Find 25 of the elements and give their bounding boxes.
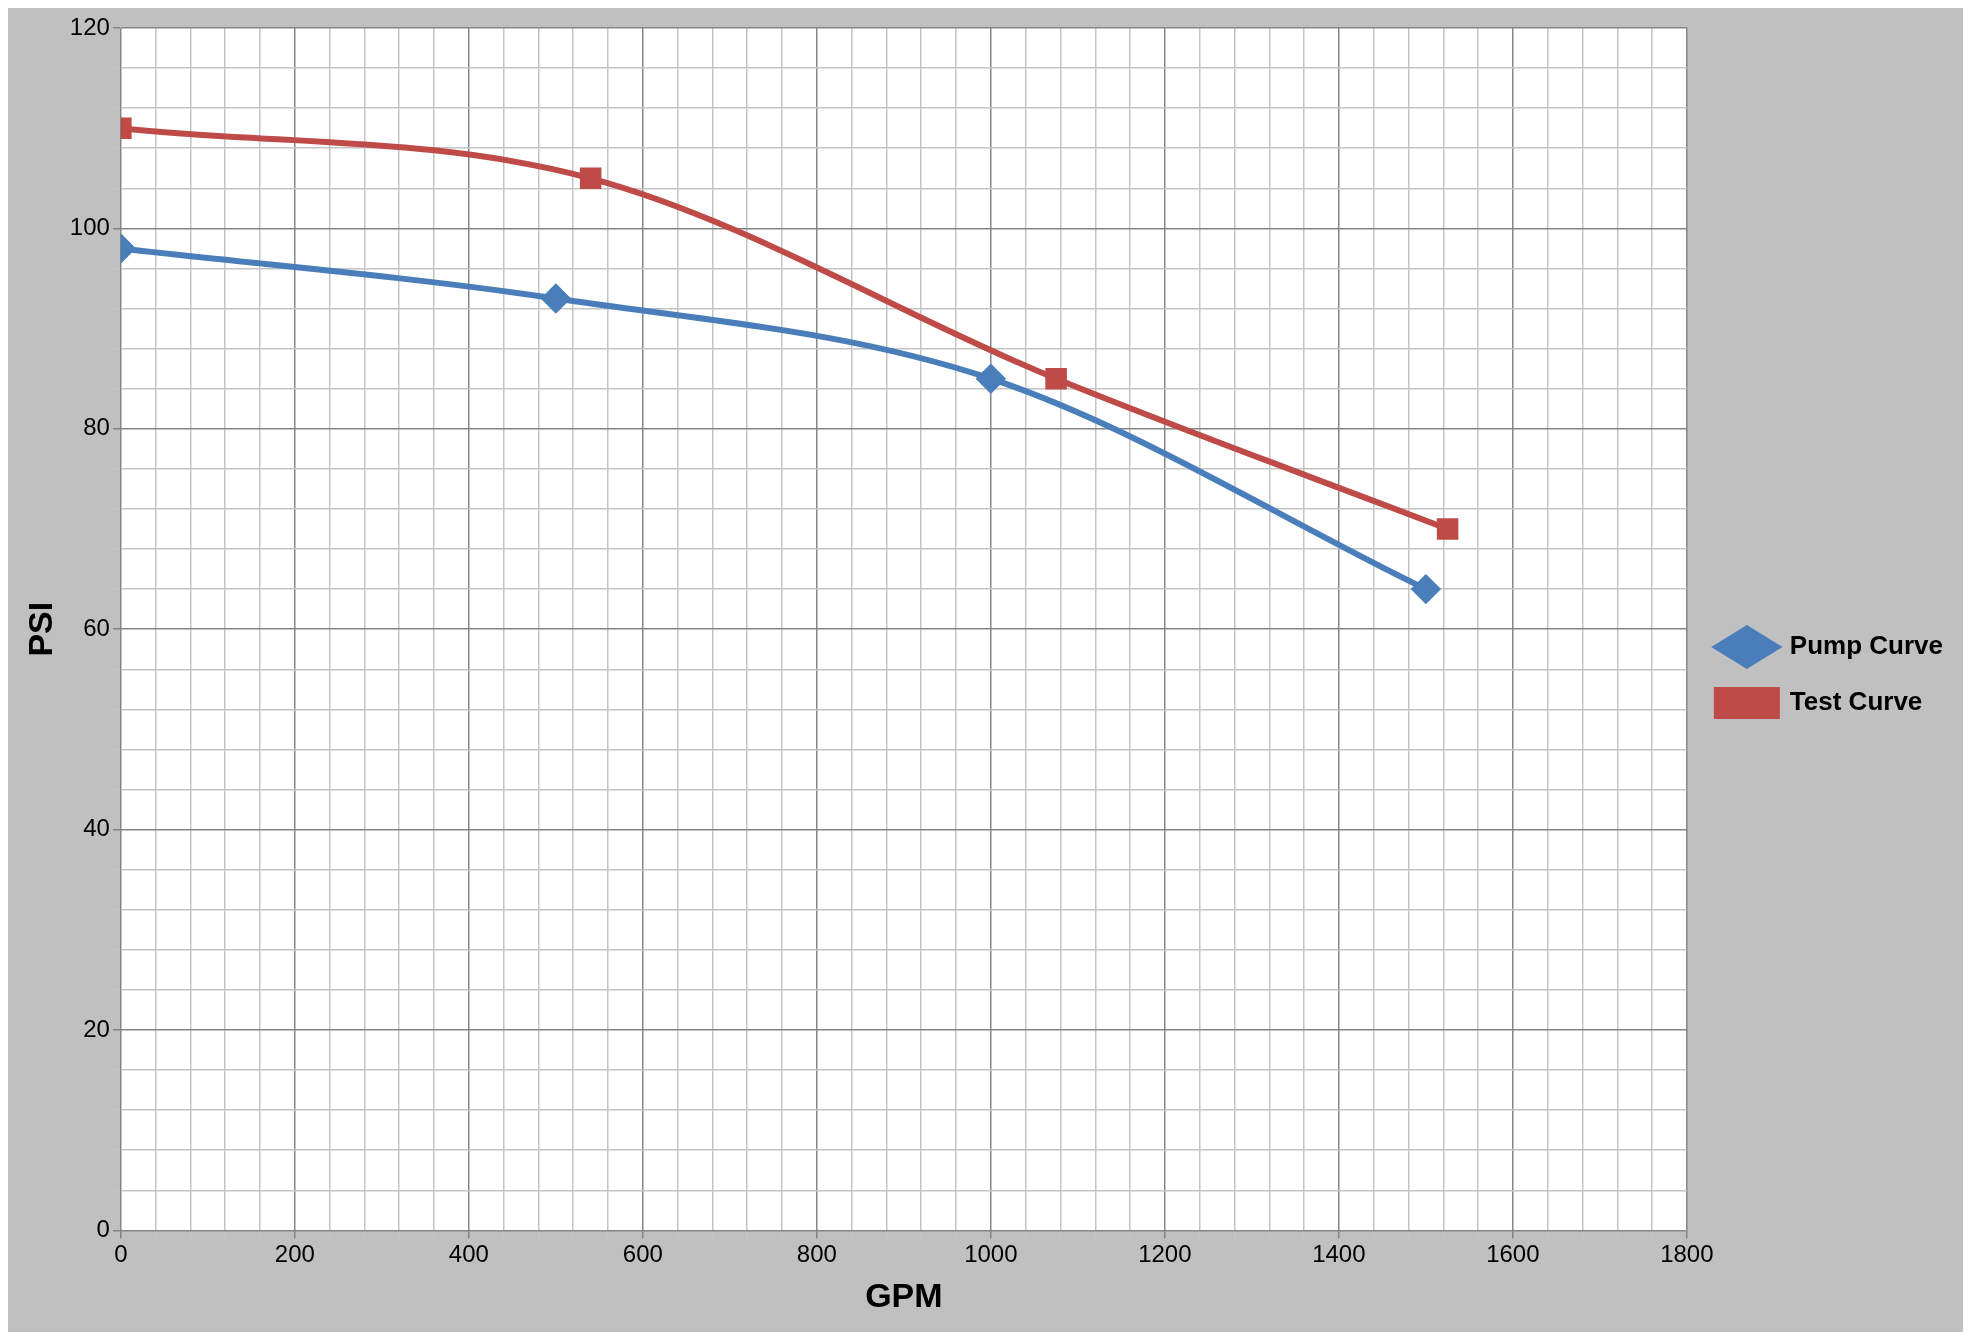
y-tick-label: 20 bbox=[83, 1014, 110, 1042]
x-tick-label: 1000 bbox=[964, 1240, 1018, 1268]
x-tick-label: 0 bbox=[114, 1240, 128, 1268]
x-tick-label: 800 bbox=[796, 1240, 837, 1268]
point bbox=[1436, 518, 1459, 540]
x-tick-label: 1200 bbox=[1138, 1240, 1192, 1268]
x-tick-label: 1400 bbox=[1312, 1240, 1366, 1268]
x-tick-label: 600 bbox=[622, 1240, 663, 1268]
y-tick-label: 80 bbox=[83, 413, 110, 441]
y-axis-title: PSI bbox=[20, 601, 59, 657]
x-tick-label: 200 bbox=[274, 1240, 315, 1268]
legend-label: Pump Curve bbox=[1789, 630, 1944, 661]
point bbox=[1045, 367, 1067, 390]
y-tick-label: 100 bbox=[69, 213, 110, 241]
x-tick-label: 400 bbox=[448, 1240, 489, 1268]
legend-label: Test Curve bbox=[1789, 686, 1923, 717]
point bbox=[976, 364, 1005, 393]
point bbox=[1411, 575, 1440, 604]
x-axis-title: GPM bbox=[865, 1275, 943, 1314]
x-tick-label: 1800 bbox=[1660, 1240, 1714, 1268]
y-tick-label: 40 bbox=[83, 814, 110, 842]
x-tick-label: 1600 bbox=[1486, 1240, 1540, 1268]
y-tick-label: 60 bbox=[83, 613, 110, 641]
y-tick-label: 0 bbox=[96, 1215, 110, 1243]
y-tick-label: 120 bbox=[69, 12, 110, 40]
